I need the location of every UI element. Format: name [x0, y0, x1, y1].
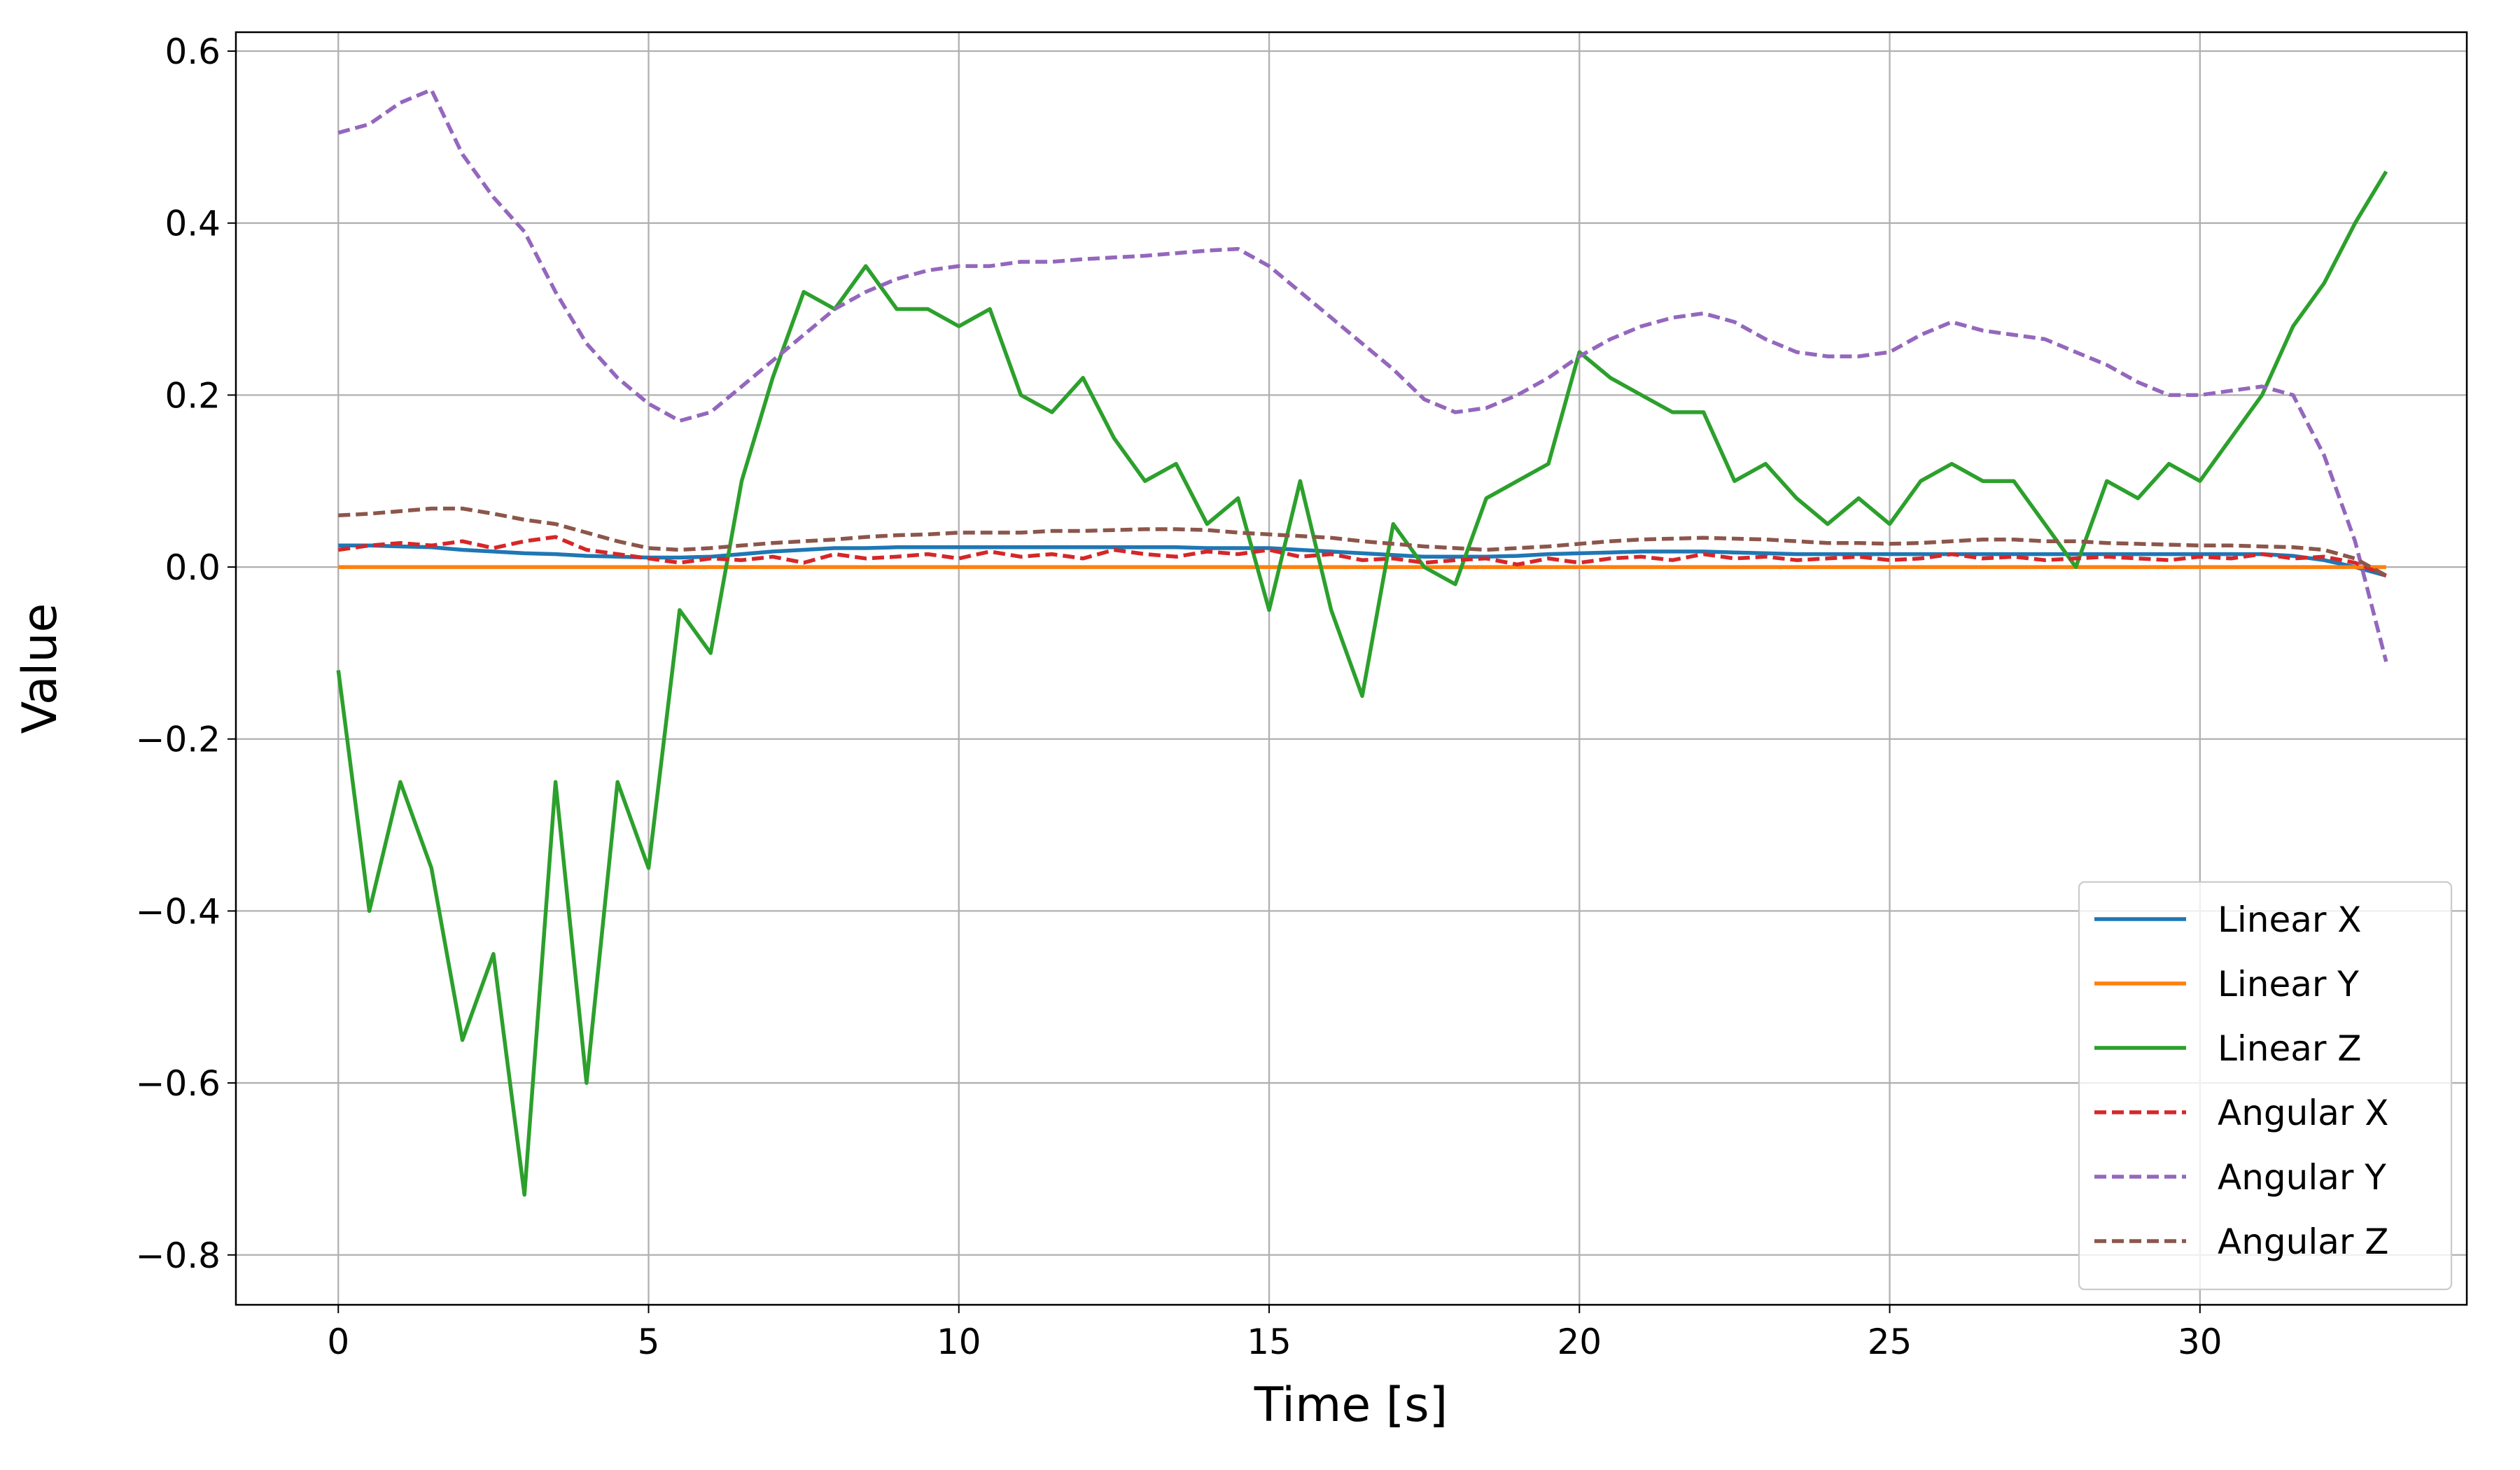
y-tick-label: −0.8 [136, 1236, 220, 1276]
x-tick-label: 10 [937, 1322, 981, 1362]
series-line [336, 170, 2388, 1197]
legend-label: Angular X [2218, 1093, 2389, 1133]
y-tick-label: −0.6 [136, 1063, 220, 1104]
x-tick-label: 25 [1868, 1322, 1912, 1362]
y-tick-label: −0.4 [136, 891, 220, 932]
y-tick-label: 0.6 [164, 31, 220, 72]
legend-label: Angular Y [2218, 1157, 2386, 1198]
y-tick-label: −0.2 [136, 720, 220, 760]
y-tick-label: 0.4 [164, 204, 220, 244]
y-axis-title: Value [13, 603, 68, 734]
plot-frame [234, 31, 2468, 1306]
x-tick-label: 0 [327, 1322, 349, 1362]
x-tick-label: 20 [1557, 1322, 1602, 1362]
legend-label: Angular Z [2218, 1222, 2389, 1262]
legend-label: Linear Y [2218, 964, 2359, 1004]
y-tick-label: 0.2 [164, 375, 220, 416]
x-tick-label: 30 [2178, 1322, 2222, 1362]
legend-label: Linear X [2218, 899, 2362, 940]
x-tick-label: 15 [1247, 1322, 1292, 1362]
x-tick-label: 5 [638, 1322, 660, 1362]
legend-label: Linear Z [2218, 1028, 2362, 1069]
series-line [338, 543, 2387, 578]
x-axis-title: Time [s] [1254, 1378, 1448, 1433]
y-tick-label: 0.0 [164, 547, 220, 588]
series-line [337, 535, 2387, 578]
series-line [337, 88, 2388, 662]
